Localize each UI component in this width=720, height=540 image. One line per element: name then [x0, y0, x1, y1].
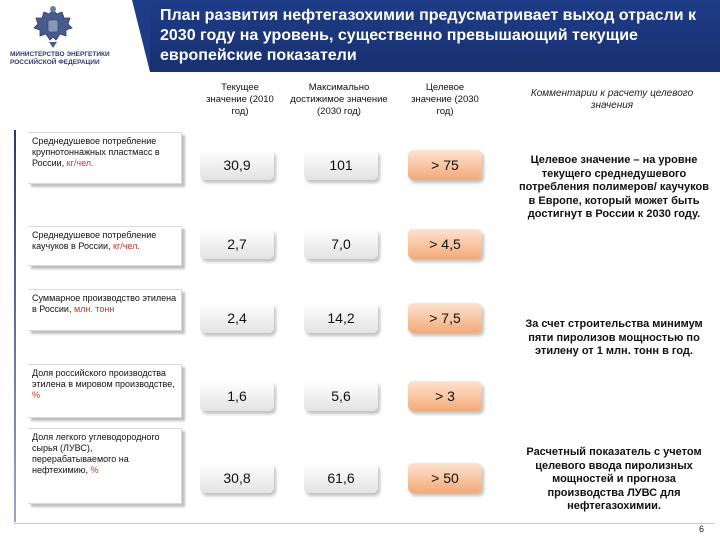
cell-current-rubber: 2,7 [200, 229, 274, 259]
coat-of-arms-icon [33, 6, 73, 48]
row-label-text: Доля российского производства этилена в … [32, 368, 175, 389]
cell-max-plastics: 101 [304, 150, 378, 180]
cell-max-rubber: 7,0 [304, 229, 378, 259]
column-header-target: Целевое значение (2030 год) [411, 82, 479, 117]
cell-target-plastics: > 75 [408, 150, 482, 180]
row-unit: кг/чел. [66, 158, 94, 168]
cell-max-ethylene-share: 5,6 [304, 381, 378, 411]
row-unit: кг/чел. [113, 241, 140, 251]
column-header-max: Максимально достижимое значение (2030 го… [290, 82, 388, 117]
left-divider [14, 130, 16, 522]
comment-ethylene: За счет строительства минимум пяти пирол… [525, 318, 703, 357]
row-label-plastics: Среднедушевое потребление крупнотоннажны… [28, 132, 182, 184]
cell-current-plastics: 30,9 [200, 150, 274, 180]
row-label-text: Суммарное производство этилена в России, [32, 293, 177, 314]
row-label-rubber: Среднедушевое потребление каучуков в Рос… [28, 226, 182, 266]
cell-current-ethylene-share: 1,6 [200, 381, 274, 411]
row-label-ethylene-share: Доля российского производства этилена в … [28, 364, 182, 418]
row-label-text: Среднедушевое потребление каучуков в Рос… [32, 230, 157, 251]
title-bar: План развития нефтегазохимии предусматри… [132, 0, 720, 72]
row-label-text: Доля легкого углеводородного сырья (ЛУВС… [32, 432, 160, 475]
cell-max-ethylene: 14,2 [304, 303, 378, 333]
page-number: 6 [698, 524, 704, 534]
row-unit: млн. тонн [73, 304, 115, 314]
comment-lhf: Расчетный показатель с учетом целевого в… [526, 446, 702, 512]
logo-block: Министерство энергетики Российской Федер… [0, 0, 150, 72]
page-title: План развития нефтегазохимии предусматри… [160, 7, 697, 64]
cell-target-ethylene-share: > 3 [408, 381, 482, 411]
column-header-comment: Комментарии к расчету целевого значения [530, 88, 694, 111]
ministry-name: Министерство энергетики Российской Федер… [10, 51, 110, 66]
column-header-current: Текущее значение (2010 год) [206, 82, 274, 117]
cell-current-ethylene: 2,4 [200, 303, 274, 333]
row-unit: % [90, 465, 99, 475]
cell-max-lhf: 61,6 [304, 463, 378, 493]
row-label-ethylene: Суммарное производство этилена в России,… [28, 289, 182, 331]
footer-divider [14, 523, 714, 524]
cell-current-lhf: 30,8 [200, 463, 274, 493]
cell-target-ethylene: > 7,5 [408, 303, 482, 333]
cell-target-rubber: > 4,5 [408, 229, 482, 259]
cell-target-lhf: > 50 [408, 463, 482, 493]
row-label-text: Среднедушевое потребление крупнотоннажны… [32, 136, 160, 168]
row-label-lhf: Доля легкого углеводородного сырья (ЛУВС… [28, 428, 182, 504]
row-unit: % [32, 390, 41, 400]
comment-plastics-rubber: Целевое значение – на уровне текущего ср… [518, 154, 710, 220]
